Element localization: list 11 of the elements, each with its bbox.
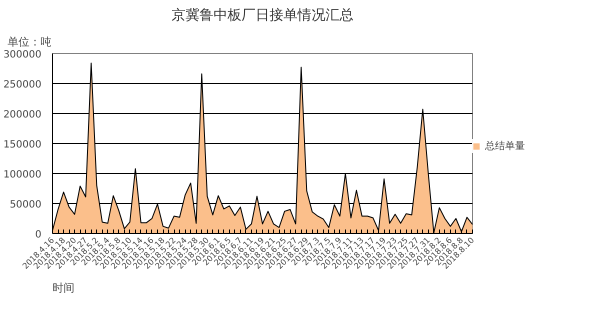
chart-title: 京冀鲁中板厂日接单情况汇总: [172, 8, 354, 24]
y-tick-label: 0: [35, 230, 42, 240]
y-tick-label: 300000: [3, 50, 42, 60]
x-axis-title: 时间: [52, 282, 74, 294]
y-tick-label: 250000: [3, 80, 42, 90]
y-tick-label: 50000: [10, 200, 42, 210]
y-tick-label: 200000: [3, 110, 42, 120]
legend-label: 总结单量: [485, 140, 525, 153]
y-tick-label: 150000: [3, 140, 42, 150]
y-axis-title: 单位：吨: [8, 36, 52, 48]
y-tick-label: 100000: [3, 170, 42, 180]
